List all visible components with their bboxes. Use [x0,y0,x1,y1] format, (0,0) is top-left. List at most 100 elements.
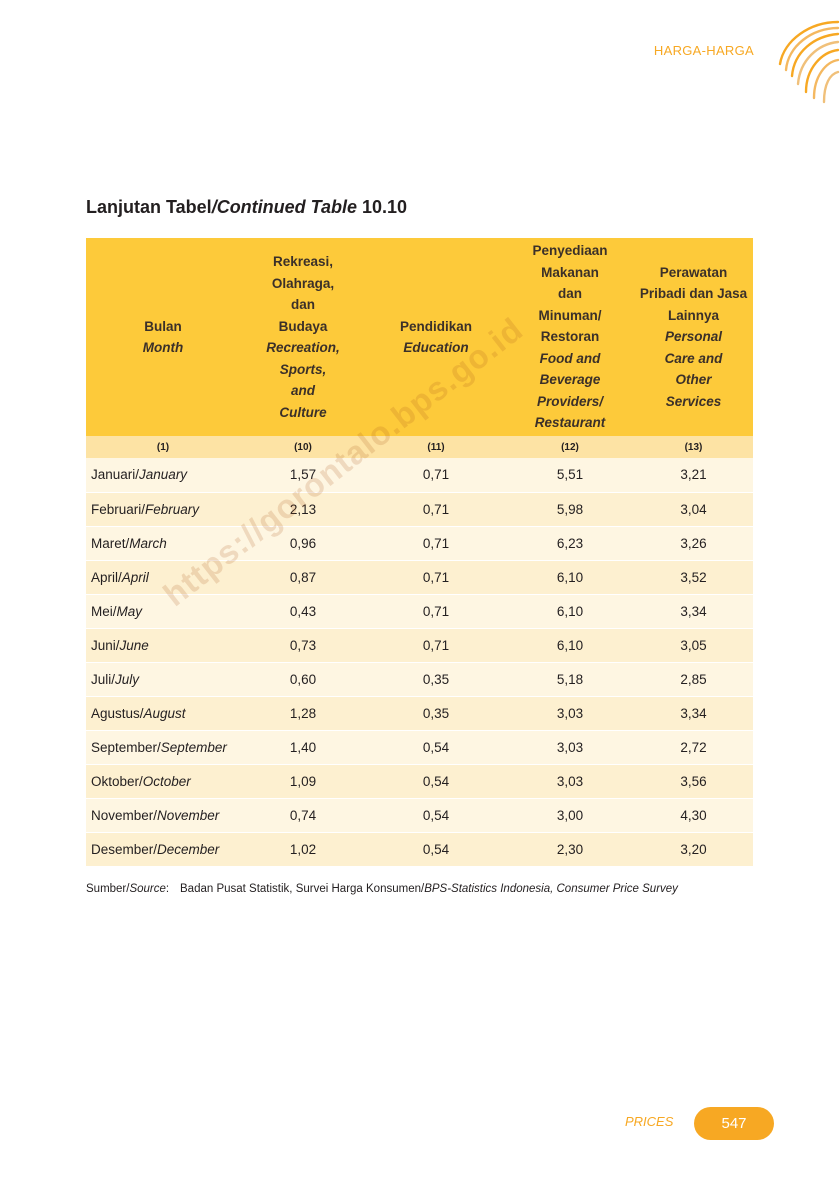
month-label-en: January [139,467,188,483]
month-cell: April/April [86,560,240,595]
column-number-row: (1) (10) (11) (12) (13) [86,436,753,458]
column-header-label-en: Personal Care and Other Services [664,329,723,409]
value-cell: 3,20 [634,832,753,867]
value-cell: 0,71 [366,526,506,561]
value-cell: 0,35 [366,696,506,731]
month-label-en: July [115,671,140,687]
table-body: Januari/January 1,57 0,71 5,51 3,21 Februari/… [86,458,753,867]
month-label-id: Juli/ [91,671,116,687]
value-cell: 3,03 [506,730,634,765]
month-label-id: April/ [91,569,122,585]
column-number: (1) [86,436,240,458]
table-row: Agustus/August 1,28 0,35 3,03 3,34 [86,696,753,731]
month-cell: Desember/December [86,832,240,867]
month-label-en: February [145,501,200,517]
value-cell: 0,73 [240,628,366,663]
table-header-row: Bulan Month Rekreasi, Olahraga, dan Buda… [86,238,753,436]
month-label-en: September [160,739,227,755]
value-cell: 3,21 [634,458,753,493]
value-cell: 1,40 [240,730,366,765]
table-row: Juni/June 0,73 0,71 6,10 3,05 [86,628,753,663]
value-cell: 3,34 [634,696,753,731]
section-title: HARGA-HARGA [653,43,754,58]
table-row: November/November 0,74 0,54 3,00 4,30 [86,798,753,833]
value-cell: 0,54 [366,764,506,799]
column-number: (12) [506,436,634,458]
value-cell: 2,85 [634,662,753,697]
column-header-education: Pendidikan Education [366,238,506,436]
table-title: Lanjutan Tabel/Continued Table 10.10 [86,197,407,218]
month-label-en: April [121,569,149,585]
month-cell: November/November [86,798,240,833]
month-label-id: Desember/ [91,841,158,857]
month-label-id: Juni/ [91,637,120,653]
column-header-label: Pendidikan [399,318,472,334]
value-cell: 1,09 [240,764,366,799]
value-cell: 0,71 [366,560,506,595]
column-number: (11) [366,436,506,458]
value-cell: 3,05 [634,628,753,663]
value-cell: 1,57 [240,458,366,493]
column-header-month: Bulan Month [86,238,240,436]
value-cell: 3,56 [634,764,753,799]
month-label-en: October [142,773,191,789]
month-cell: Maret/March [86,526,240,561]
value-cell: 0,43 [240,594,366,629]
decorative-waves-graphic [778,20,840,104]
table-row: Desember/December 1,02 0,54 2,30 3,20 [86,832,753,867]
source-label: Sumber/Source: [86,883,180,895]
value-cell: 5,18 [506,662,634,697]
column-number: (10) [240,436,366,458]
value-cell: 0,54 [366,730,506,765]
value-cell: 6,10 [506,628,634,663]
value-cell: 2,30 [506,832,634,867]
column-header-label-en: Recreation, Sports, and Culture [266,340,340,420]
table-row: Maret/March 0,96 0,71 6,23 3,26 [86,526,753,561]
value-cell: 5,51 [506,458,634,493]
value-cell: 6,10 [506,560,634,595]
page-number-badge: 547 [694,1107,774,1140]
table-row: Mei/May 0,43 0,71 6,10 3,34 [86,594,753,629]
value-cell: 3,03 [506,764,634,799]
column-header-label: Penyediaan Makanan dan Minuman/ Restoran [532,243,608,345]
value-cell: 3,26 [634,526,753,561]
month-label-id: November/ [91,807,158,823]
value-cell: 0,71 [366,628,506,663]
table-row: Januari/January 1,57 0,71 5,51 3,21 [86,458,753,493]
value-cell: 0,96 [240,526,366,561]
month-label-en: August [143,705,186,721]
value-cell: 0,87 [240,560,366,595]
value-cell: 0,35 [366,662,506,697]
month-cell: Juni/June [86,628,240,663]
value-cell: 0,74 [240,798,366,833]
source-text-en: BPS-Statistics Indonesia, Consumer Price… [424,883,678,895]
month-cell: Agustus/August [86,696,240,731]
column-header-label: Perawatan Pribadi dan Jasa Lainnya [639,264,748,323]
month-label-id: Februari/ [91,501,146,517]
value-cell: 0,71 [366,594,506,629]
month-cell: Oktober/October [86,764,240,799]
value-cell: 0,71 [366,492,506,527]
column-header-label-en: Food and Beverage Providers/ Restaurant [534,350,606,431]
value-cell: 4,30 [634,798,753,833]
value-cell: 1,28 [240,696,366,731]
value-cell: 0,71 [366,458,506,493]
source-note: Sumber/Source: Badan Pusat Statistik, Sur… [86,883,678,895]
month-label-id: September/ [91,739,161,755]
table-row: April/April 0,87 0,71 6,10 3,52 [86,560,753,595]
source-label-colon: : [165,883,170,895]
source-text-id: Badan Pusat Statistik, Survei Harga Kons… [180,883,425,895]
month-cell: Februari/February [86,492,240,527]
value-cell: 3,52 [634,560,753,595]
month-label-id: Oktober/ [91,773,143,789]
source-label-id: Sumber/ [86,883,130,895]
column-header-label-en: Education [403,340,469,355]
table-row: Februari/February 2,13 0,71 5,98 3,04 [86,492,753,527]
value-cell: 6,23 [506,526,634,561]
column-header-label: Rekreasi, Olahraga, dan Budaya [271,254,335,334]
month-label-en: December [157,841,220,857]
column-header-label-en: Month [142,340,184,355]
month-label-en: May [116,603,143,619]
table-title-italic: /Continued Table [211,197,358,217]
month-cell: Mei/May [86,594,240,629]
